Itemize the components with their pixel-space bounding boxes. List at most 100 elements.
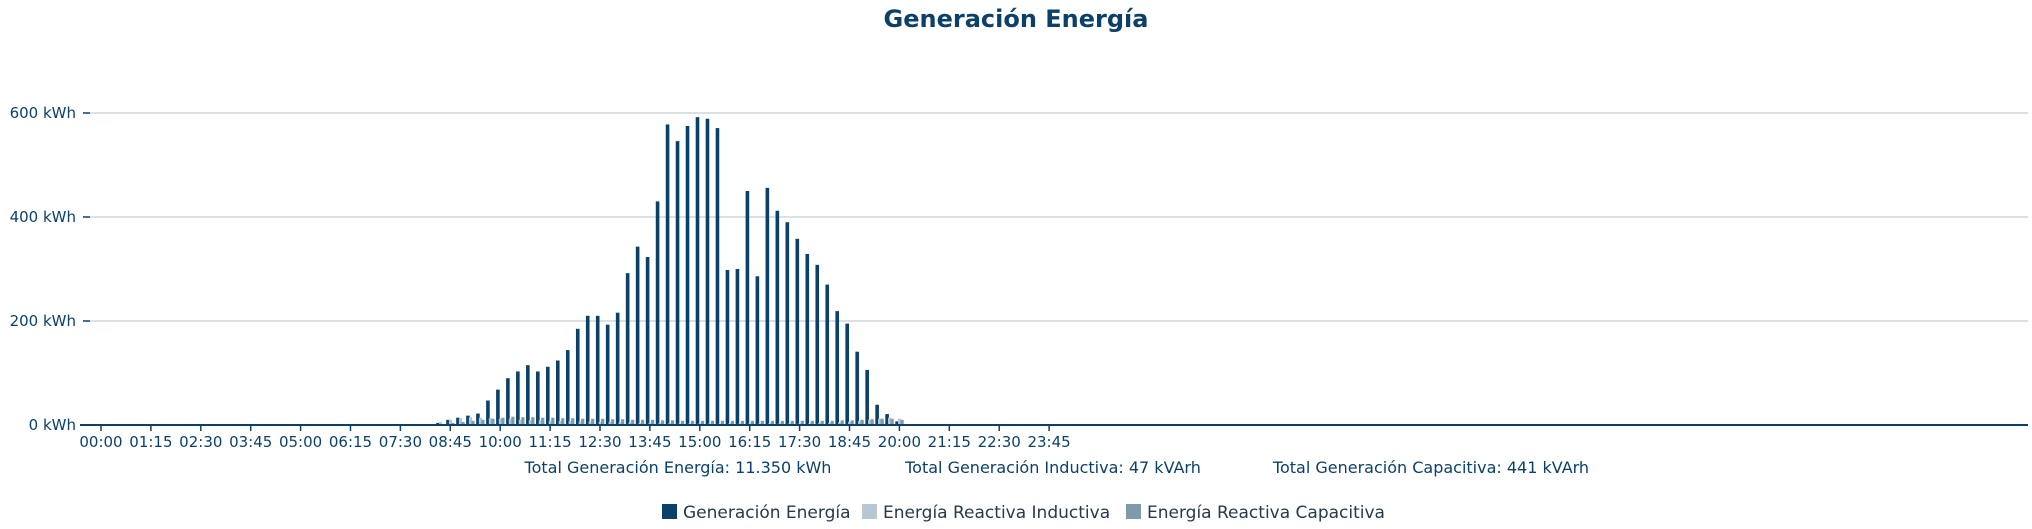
- bar[interactable]: [541, 417, 545, 425]
- bar[interactable]: [670, 420, 675, 425]
- bar[interactable]: [878, 418, 882, 425]
- bar[interactable]: [735, 269, 740, 425]
- bar[interactable]: [895, 421, 899, 425]
- bar[interactable]: [865, 369, 869, 425]
- bar[interactable]: [628, 422, 632, 425]
- bar[interactable]: [775, 210, 780, 425]
- bar[interactable]: [785, 222, 790, 425]
- bar[interactable]: [810, 420, 814, 425]
- bar[interactable]: [491, 418, 495, 425]
- bar[interactable]: [835, 311, 840, 425]
- bar[interactable]: [526, 365, 530, 425]
- bar[interactable]: [461, 421, 465, 425]
- bar[interactable]: [740, 420, 745, 425]
- bar[interactable]: [611, 419, 615, 425]
- bar[interactable]: [508, 418, 512, 425]
- bar[interactable]: [578, 421, 582, 425]
- bar[interactable]: [591, 418, 595, 425]
- bar[interactable]: [770, 420, 774, 425]
- bar[interactable]: [690, 420, 695, 425]
- bar[interactable]: [478, 417, 483, 425]
- bar[interactable]: [468, 417, 473, 425]
- bar[interactable]: [870, 419, 874, 425]
- bar[interactable]: [641, 419, 645, 425]
- bar[interactable]: [805, 253, 810, 425]
- bar[interactable]: [551, 417, 555, 425]
- bar[interactable]: [715, 128, 720, 425]
- bar[interactable]: [815, 264, 820, 425]
- bar[interactable]: [581, 418, 585, 425]
- bar[interactable]: [860, 419, 864, 425]
- bar[interactable]: [456, 417, 460, 425]
- bar[interactable]: [700, 420, 705, 425]
- bar[interactable]: [448, 419, 453, 425]
- bar[interactable]: [436, 422, 440, 425]
- bar[interactable]: [658, 422, 662, 425]
- bar[interactable]: [561, 418, 565, 425]
- bar[interactable]: [635, 246, 640, 425]
- bar[interactable]: [548, 420, 552, 425]
- bar[interactable]: [825, 284, 830, 425]
- bar[interactable]: [755, 276, 760, 425]
- bar[interactable]: [601, 418, 605, 425]
- bar[interactable]: [438, 421, 443, 425]
- bar[interactable]: [546, 366, 550, 425]
- bar[interactable]: [760, 420, 764, 425]
- bar[interactable]: [568, 420, 572, 425]
- bar[interactable]: [595, 315, 600, 425]
- bar[interactable]: [888, 417, 892, 425]
- bar[interactable]: [458, 418, 463, 425]
- bar[interactable]: [516, 371, 520, 425]
- bar[interactable]: [830, 420, 834, 425]
- bar[interactable]: [536, 371, 540, 425]
- bar[interactable]: [685, 126, 690, 425]
- bar[interactable]: [790, 420, 794, 425]
- bar[interactable]: [820, 420, 824, 425]
- bar[interactable]: [558, 420, 562, 425]
- bar[interactable]: [665, 124, 670, 425]
- bar[interactable]: [608, 421, 612, 425]
- bar[interactable]: [875, 404, 879, 425]
- bar[interactable]: [675, 141, 680, 425]
- bar[interactable]: [695, 117, 700, 425]
- bar[interactable]: [486, 400, 490, 425]
- bar[interactable]: [651, 419, 655, 425]
- bar[interactable]: [638, 422, 642, 425]
- bar[interactable]: [850, 420, 854, 425]
- bar[interactable]: [575, 328, 580, 425]
- bar[interactable]: [750, 420, 754, 425]
- bar[interactable]: [631, 419, 635, 425]
- bar[interactable]: [668, 422, 672, 425]
- bar[interactable]: [855, 351, 859, 425]
- bar[interactable]: [481, 419, 485, 425]
- bar[interactable]: [840, 420, 844, 425]
- bar[interactable]: [598, 421, 602, 425]
- bar[interactable]: [800, 420, 804, 425]
- bar[interactable]: [466, 415, 470, 425]
- bar[interactable]: [555, 360, 560, 425]
- bar[interactable]: [868, 419, 872, 425]
- bar[interactable]: [621, 419, 625, 425]
- legend-item-reactiva-inductiva[interactable]: Energía Reactiva Inductiva: [862, 503, 1110, 523]
- bar[interactable]: [900, 419, 904, 425]
- bar[interactable]: [745, 191, 750, 425]
- bar[interactable]: [518, 419, 522, 425]
- bar[interactable]: [588, 421, 592, 425]
- bar[interactable]: [648, 422, 652, 425]
- bar[interactable]: [880, 418, 884, 425]
- bar[interactable]: [845, 323, 849, 425]
- bar[interactable]: [618, 422, 622, 425]
- bar[interactable]: [660, 420, 665, 425]
- bar[interactable]: [705, 118, 710, 425]
- bar[interactable]: [765, 187, 770, 425]
- bar[interactable]: [498, 418, 502, 425]
- bar[interactable]: [838, 422, 842, 425]
- bar[interactable]: [730, 420, 735, 425]
- bar[interactable]: [571, 418, 575, 425]
- bar[interactable]: [898, 418, 902, 425]
- bar[interactable]: [828, 422, 832, 425]
- bar[interactable]: [531, 417, 535, 425]
- bar[interactable]: [585, 315, 590, 425]
- bar[interactable]: [625, 273, 630, 425]
- bar[interactable]: [780, 420, 784, 425]
